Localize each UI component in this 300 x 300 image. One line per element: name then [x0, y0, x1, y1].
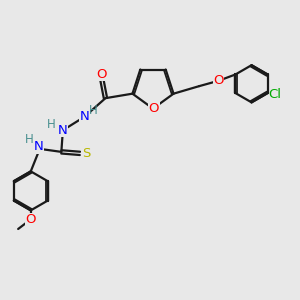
- Text: O: O: [97, 68, 107, 81]
- Text: N: N: [80, 110, 89, 123]
- Text: O: O: [26, 214, 36, 226]
- Text: Cl: Cl: [268, 88, 281, 101]
- Text: H: H: [25, 133, 34, 146]
- Text: H: H: [89, 104, 98, 117]
- Text: S: S: [82, 147, 90, 160]
- Text: N: N: [33, 140, 43, 153]
- Text: O: O: [213, 74, 224, 87]
- Text: H: H: [47, 118, 56, 131]
- Text: O: O: [148, 102, 159, 115]
- Text: N: N: [57, 124, 67, 137]
